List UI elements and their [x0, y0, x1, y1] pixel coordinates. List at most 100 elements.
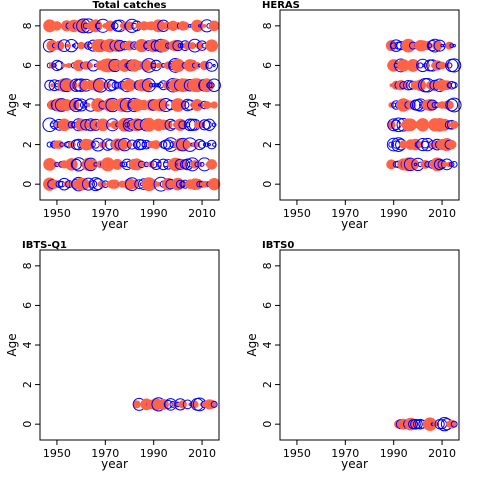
bubble-negative [67, 121, 76, 129]
x-tick-label: 2010 [188, 447, 216, 460]
bubble-positive [425, 62, 431, 68]
panel-frame [39, 249, 220, 441]
x-tick-label: 1970 [91, 207, 119, 220]
y-tick-label: 0 [261, 421, 274, 428]
panel-4-bubbles [394, 417, 458, 432]
bubble-positive [156, 181, 161, 187]
bubble-positive [96, 118, 110, 132]
x-axis-label: year [341, 457, 368, 471]
bubble-positive [63, 181, 70, 188]
bubble-negative [207, 143, 211, 147]
bubble-positive [421, 83, 424, 87]
bubble-negative [73, 99, 85, 111]
bubble-negative [52, 63, 57, 68]
bubble-negative [124, 121, 130, 128]
bubble-positive [445, 41, 454, 50]
bubble-positive [404, 64, 407, 67]
bubble-negative [207, 78, 221, 92]
bubble-negative [159, 140, 168, 149]
y-tick-label: 6 [261, 62, 274, 69]
panel-3: IBTS-Q1 1950 1970 1990 2010 0 2 4 6 8 year Age [5, 240, 220, 471]
bubble-positive [395, 80, 407, 91]
bubble-negative [160, 139, 171, 150]
bubble-positive [174, 118, 187, 131]
bubble-positive [43, 19, 57, 33]
bubble-positive [62, 63, 66, 68]
x-axis-label: year [101, 457, 128, 471]
bubble-positive [447, 139, 457, 150]
bubble-negative [413, 162, 418, 167]
y-tick-label: 8 [21, 262, 34, 269]
panel-title: HERAS [262, 0, 300, 11]
bubble-positive [190, 19, 204, 33]
bubble-positive [66, 62, 72, 68]
bubble-negative [450, 160, 458, 168]
bubble-negative [447, 80, 457, 90]
bubble-negative [446, 62, 453, 69]
bubble-positive [43, 157, 57, 171]
bubble-positive [210, 41, 218, 50]
bubble-positive [114, 181, 121, 188]
x-axis-label: year [341, 217, 368, 231]
bubble-positive [404, 118, 417, 132]
y-tick-label: 4 [21, 342, 34, 349]
bubble-negative [199, 161, 205, 167]
bubble-positive [141, 117, 156, 132]
bubble-negative [410, 418, 421, 430]
bubble-positive [160, 101, 167, 109]
panel-title: IBTS0 [262, 240, 294, 251]
bubble-positive [111, 39, 124, 52]
bubble-positive [55, 140, 64, 149]
x-tick-label: 1950 [43, 207, 71, 220]
y-tick-label: 6 [261, 302, 274, 309]
bubble-positive [64, 120, 74, 129]
bubble-positive [132, 400, 141, 409]
bubble-negative [450, 420, 458, 428]
bubble-positive [98, 23, 103, 28]
y-tick-label: 8 [21, 22, 34, 29]
bubble-negative [447, 58, 462, 73]
bubble-negative [205, 59, 219, 72]
bubble-positive [408, 43, 414, 49]
bubble-negative [175, 179, 185, 189]
bubble-positive [156, 143, 161, 147]
x-tick-label: 2010 [428, 207, 456, 220]
bubble-positive [88, 63, 93, 68]
panel-2: HERAS 1950 1970 1990 2010 0 2 4 6 8 year Age [245, 0, 462, 231]
bubble-negative [208, 82, 215, 89]
bubble-negative [149, 160, 158, 169]
bubble-negative [449, 43, 455, 49]
bubble-positive [111, 158, 123, 170]
bubble-positive [88, 159, 99, 170]
bubble-positive [207, 399, 217, 410]
bubble-positive [449, 120, 459, 130]
bubble-positive [67, 43, 72, 48]
bubble-negative [89, 180, 98, 189]
bubble-negative [148, 82, 154, 88]
x-tick-label: 1950 [283, 207, 311, 220]
bubble-negative [198, 119, 211, 131]
bubble-negative [132, 140, 141, 149]
bubble-negative [441, 158, 453, 171]
x-tick-label: 2010 [188, 207, 216, 220]
x-axis-label: year [101, 217, 128, 231]
bubble-negative [446, 97, 462, 113]
bubble-positive [166, 103, 170, 107]
bubble-positive [452, 143, 456, 146]
bubble-negative [445, 98, 459, 112]
bubble-positive [386, 159, 397, 170]
panel-3-bubbles [132, 397, 218, 412]
y-tick-label: 2 [21, 381, 34, 388]
y-tick-label: 0 [21, 181, 34, 188]
bubble-positive [202, 23, 207, 28]
bubble-positive [212, 162, 217, 167]
bubble-negative [203, 118, 216, 131]
y-tick-label: 0 [21, 421, 34, 428]
bubble-positive [147, 38, 161, 53]
bubble-positive [180, 21, 190, 31]
bubble-positive [423, 417, 437, 431]
x-tick-label: 1970 [331, 447, 359, 460]
bubble-positive [161, 177, 175, 191]
bubble-negative [452, 43, 456, 48]
